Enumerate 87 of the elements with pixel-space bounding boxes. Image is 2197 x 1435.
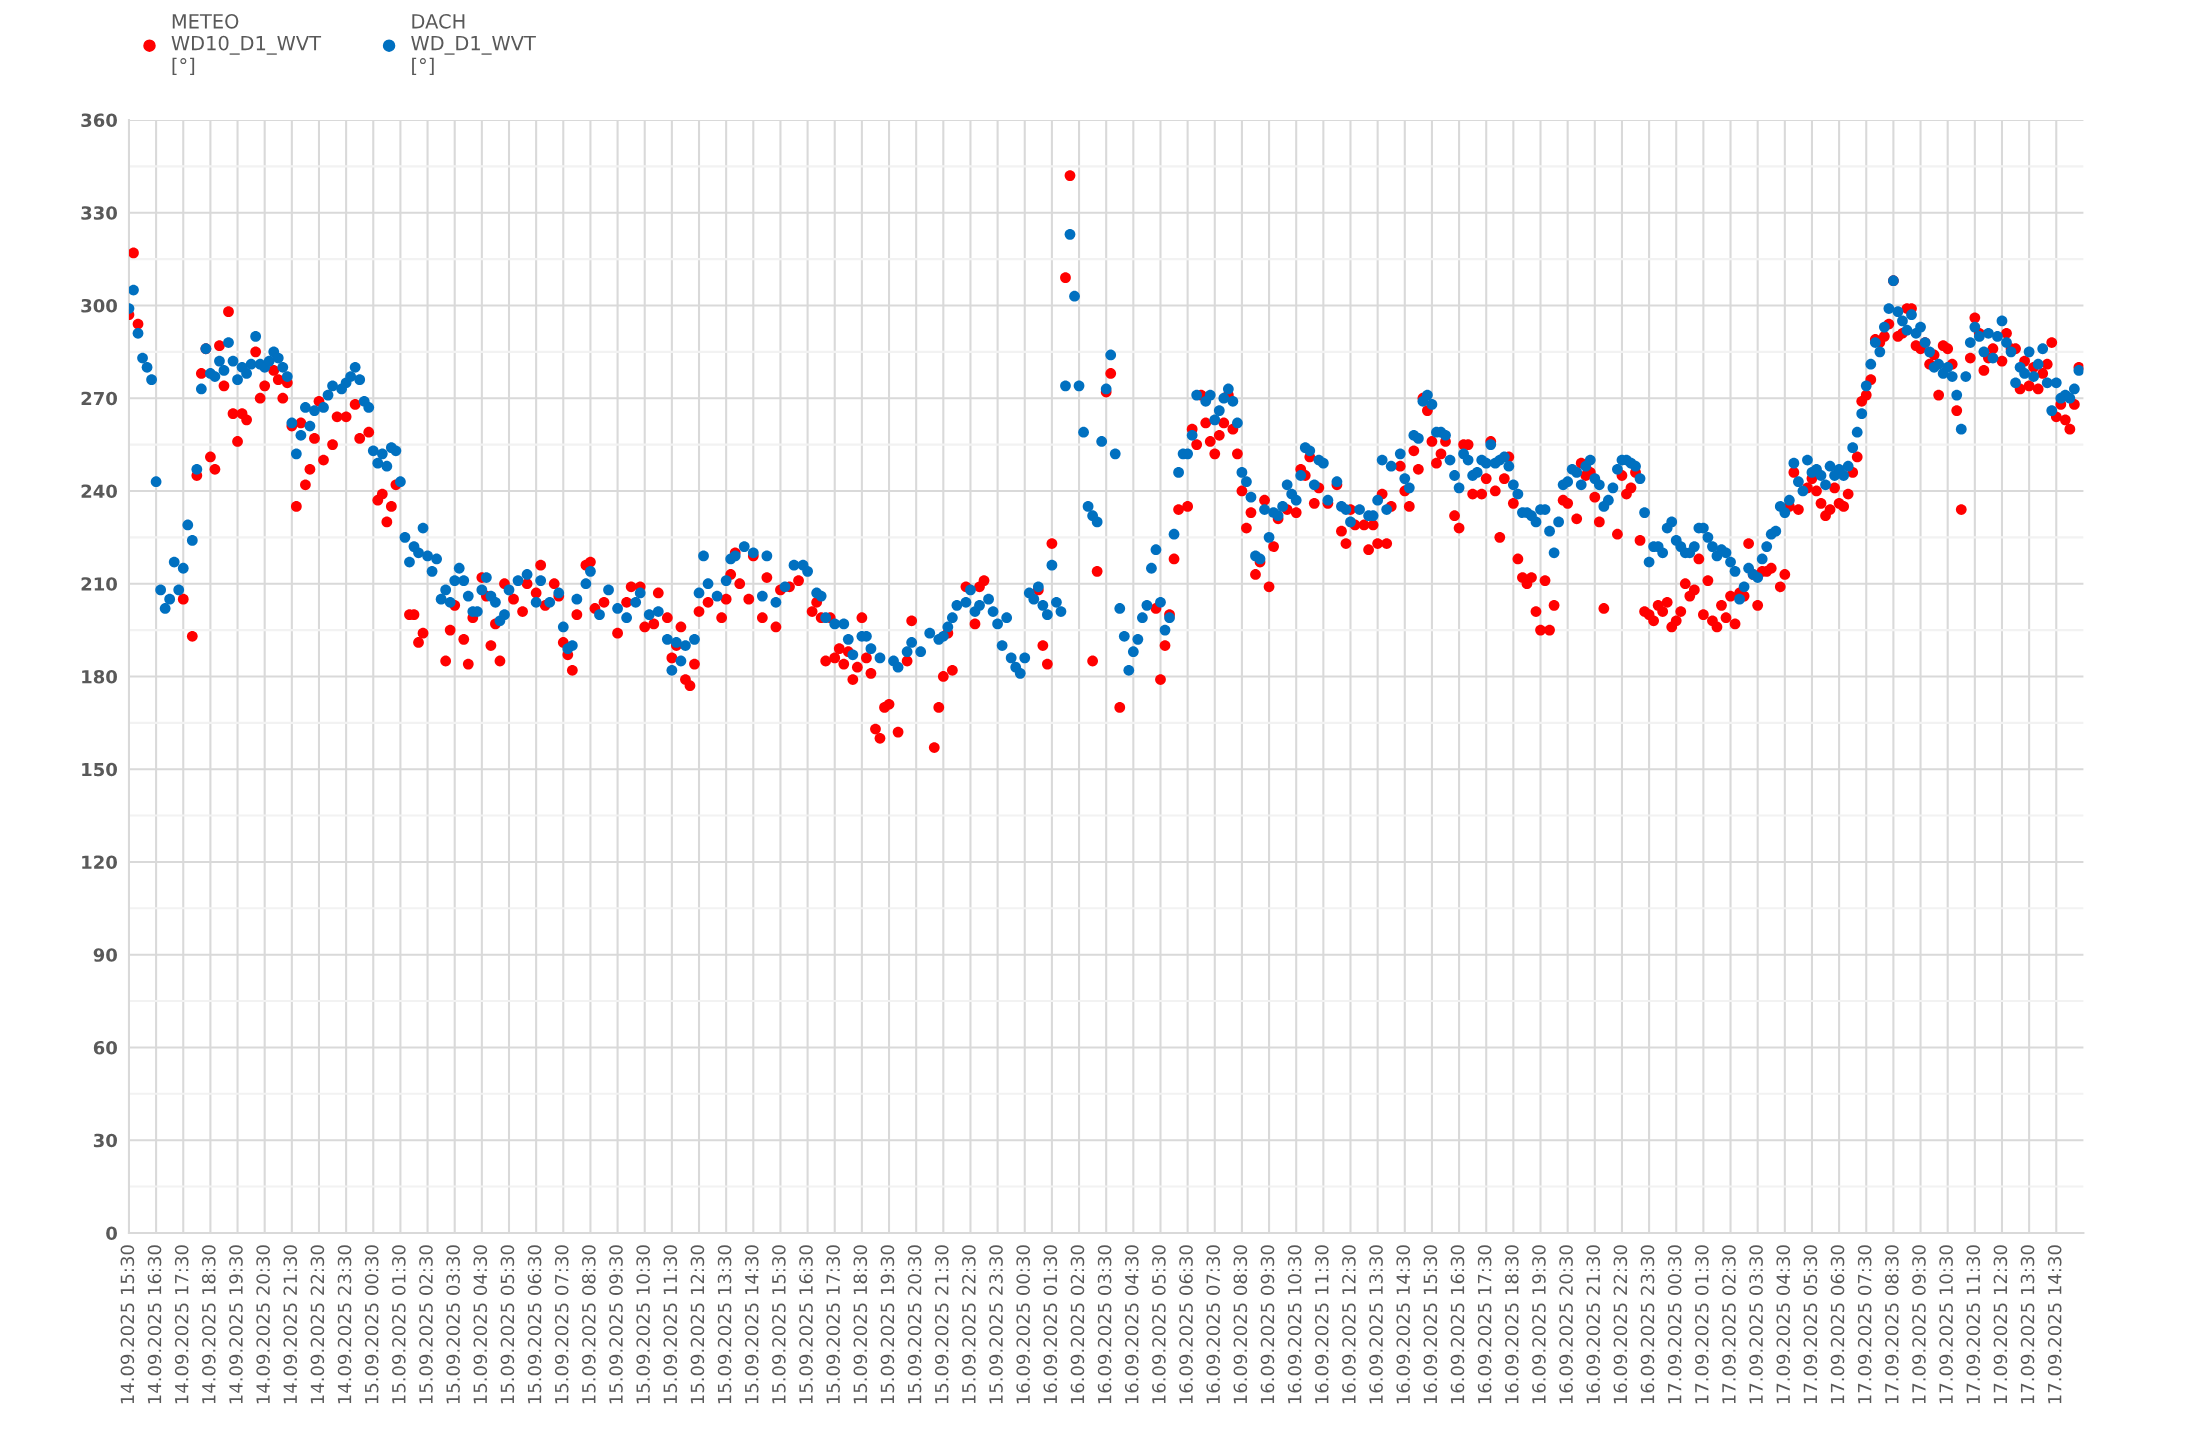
- x-tick-label: 16.09.2025 10:30: [1287, 1245, 1302, 1404]
- x-tick-label: 17.09.2025 06:30: [1830, 1245, 1845, 1404]
- y-tick-label: 90: [93, 948, 117, 962]
- y-tick-label: 240: [81, 484, 117, 499]
- y-tick-label: 150: [82, 762, 117, 777]
- y-tick-label: 60: [93, 1040, 117, 1055]
- x-tick-label: 16.09.2025 08:30: [1233, 1245, 1248, 1404]
- x-tick-label: 14.09.2025 22:30: [310, 1245, 325, 1404]
- x-tick-label: 16.09.2025 18:30: [1504, 1245, 1519, 1404]
- x-tick-label: 15.09.2025 07:30: [554, 1245, 569, 1404]
- x-tick-label: 15.09.2025 05:30: [500, 1245, 515, 1404]
- legend-label: DACH WD_D1_WVT [°]: [411, 13, 536, 76]
- x-tick-label: 15.09.2025 04:30: [473, 1245, 488, 1404]
- x-tick-label: 16.09.2025 15:30: [1423, 1245, 1438, 1404]
- x-tick-label: 17.09.2025 12:30: [1993, 1245, 2008, 1404]
- x-tick-label: 15.09.2025 21:30: [934, 1245, 949, 1404]
- x-tick-label: 14.09.2025 23:30: [337, 1245, 352, 1404]
- x-tick-label: 17.09.2025 07:30: [1857, 1245, 1872, 1404]
- x-tick-label: 15.09.2025 10:30: [636, 1245, 650, 1404]
- x-tick-label: 16.09.2025 07:30: [1206, 1245, 1221, 1404]
- x-tick-label: 17.09.2025 03:30: [1749, 1245, 1763, 1404]
- x-tick-label: 16.09.2025 02:30: [1070, 1245, 1085, 1404]
- x-tick-label: 14.09.2025 15:30: [120, 1245, 135, 1404]
- x-tick-label: 16.09.2025 21:30: [1586, 1245, 1601, 1404]
- x-tick-label: 14.09.2025 17:30: [174, 1245, 189, 1404]
- y-tick-label: 0: [106, 1226, 117, 1241]
- x-tick-label: 14.09.2025 20:30: [256, 1245, 270, 1404]
- x-tick-label: 15.09.2025 09:30: [609, 1245, 623, 1404]
- y-tick-label: 30: [93, 1133, 117, 1148]
- x-tick-label: 15.09.2025 18:30: [853, 1245, 868, 1404]
- x-tick-label: 17.09.2025 14:30: [2047, 1245, 2062, 1404]
- y-tick-label: 300: [81, 298, 117, 313]
- y-tick-label: 180: [82, 669, 117, 684]
- x-tick-label: 15.09.2025 13:30: [717, 1245, 732, 1404]
- x-tick-label: 15.09.2025 03:30: [446, 1245, 460, 1404]
- x-tick-label: 17.09.2025 00:30: [1667, 1245, 1682, 1404]
- x-tick-label: 15.09.2025 23:30: [989, 1245, 1003, 1404]
- x-tick-label: 17.09.2025 09:30: [1912, 1245, 1926, 1404]
- x-tick-label: 15.09.2025 01:30: [392, 1245, 406, 1404]
- legend-label: METEO WD10_D1_WVT [°]: [171, 13, 322, 76]
- x-tick-label: 17.09.2025 10:30: [1939, 1245, 1953, 1404]
- x-tick-label: 16.09.2025 23:30: [1640, 1245, 1655, 1404]
- x-tick-label: 14.09.2025 19:30: [229, 1245, 243, 1404]
- x-tick-label: 16.09.2025 14:30: [1396, 1245, 1411, 1404]
- x-tick-label: 17.09.2025 02:30: [1722, 1245, 1736, 1404]
- x-tick-label: 17.09.2025 08:30: [1884, 1245, 1899, 1404]
- x-tick-label: 17.09.2025 05:30: [1803, 1245, 1818, 1404]
- x-tick-label: 17.09.2025 11:30: [1966, 1245, 1981, 1404]
- x-tick-label: 15.09.2025 19:30: [880, 1245, 895, 1404]
- y-tick-label: 360: [81, 113, 117, 128]
- x-tick-label: 15.09.2025 16:30: [799, 1245, 813, 1404]
- x-tick-label: 16.09.2025 06:30: [1179, 1245, 1193, 1404]
- x-tick-label: 15.09.2025 22:30: [962, 1245, 976, 1404]
- x-tick-label: 15.09.2025 11:30: [663, 1245, 678, 1404]
- y-tick-label: 120: [82, 855, 117, 870]
- x-tick-label: 15.09.2025 08:30: [582, 1245, 596, 1404]
- x-tick-label: 16.09.2025 22:30: [1613, 1245, 1628, 1404]
- x-tick-label: 16.09.2025 00:30: [1016, 1245, 1030, 1404]
- x-tick-label: 16.09.2025 01:30: [1043, 1245, 1058, 1404]
- y-tick-label: 210: [81, 577, 117, 591]
- x-tick-label: 16.09.2025 11:30: [1314, 1245, 1329, 1404]
- x-tick-label: 16.09.2025 09:30: [1260, 1245, 1275, 1404]
- x-tick-label: 17.09.2025 13:30: [2020, 1245, 2035, 1404]
- x-tick-label: 16.09.2025 17:30: [1477, 1245, 1492, 1404]
- x-tick-label: 16.09.2025 20:30: [1559, 1245, 1573, 1404]
- x-tick-label: 16.09.2025 16:30: [1450, 1245, 1465, 1404]
- x-tick-label: 17.09.2025 01:30: [1694, 1245, 1709, 1404]
- x-tick-label: 17.09.2025 04:30: [1776, 1245, 1791, 1404]
- x-tick-label: 15.09.2025 12:30: [690, 1245, 705, 1404]
- x-tick-label: 16.09.2025 05:30: [1152, 1245, 1166, 1404]
- x-tick-label: 16.09.2025 19:30: [1532, 1245, 1546, 1404]
- x-tick-label: 15.09.2025 06:30: [527, 1245, 542, 1404]
- x-tick-label: 14.09.2025 21:30: [283, 1245, 298, 1404]
- x-tick-label: 15.09.2025 15:30: [772, 1245, 786, 1404]
- x-tick-label: 15.09.2025 17:30: [826, 1245, 840, 1404]
- x-tick-label: 15.09.2025 14:30: [744, 1245, 759, 1404]
- x-tick-label: 15.09.2025 20:30: [907, 1245, 922, 1404]
- x-tick-label: 16.09.2025 12:30: [1342, 1245, 1356, 1404]
- x-tick-label: 15.09.2025 00:30: [364, 1245, 379, 1404]
- x-tick-label: 16.09.2025 03:30: [1097, 1245, 1112, 1404]
- x-tick-label: 16.09.2025 13:30: [1369, 1245, 1383, 1404]
- x-tick-label: 14.09.2025 18:30: [201, 1245, 216, 1404]
- x-tick-label: 14.09.2025 16:30: [147, 1245, 162, 1404]
- x-tick-label: 15.09.2025 02:30: [419, 1245, 433, 1404]
- y-tick-label: 330: [81, 206, 117, 220]
- y-tick-label: 270: [81, 391, 117, 406]
- x-tick-label: 16.09.2025 04:30: [1124, 1245, 1139, 1404]
